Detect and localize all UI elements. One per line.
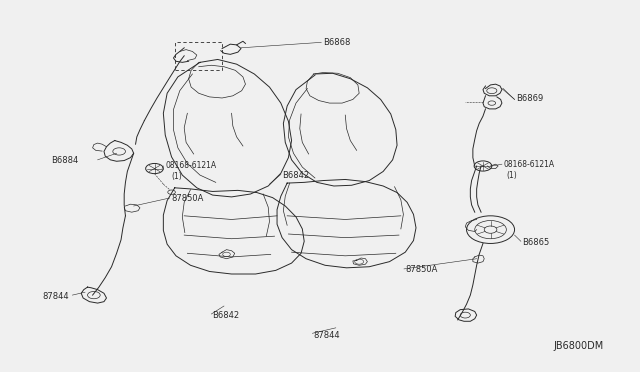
Text: B6842: B6842 [282,171,309,180]
Text: B6884: B6884 [52,156,79,165]
Text: (1): (1) [172,172,182,182]
Text: 08168-6121A: 08168-6121A [503,160,554,169]
Text: B6868: B6868 [323,38,351,47]
Text: B6869: B6869 [516,94,543,103]
Text: B6842: B6842 [212,311,240,320]
Text: 87850A: 87850A [405,265,438,274]
Text: B6865: B6865 [522,238,549,247]
Text: JB6800DM: JB6800DM [554,341,604,351]
Text: 87844: 87844 [314,331,340,340]
Text: 87844: 87844 [42,292,68,301]
Text: (1): (1) [506,171,517,180]
Text: 87850A: 87850A [172,194,204,203]
Bar [175,42,222,70]
Text: 08168-6121A: 08168-6121A [165,161,216,170]
